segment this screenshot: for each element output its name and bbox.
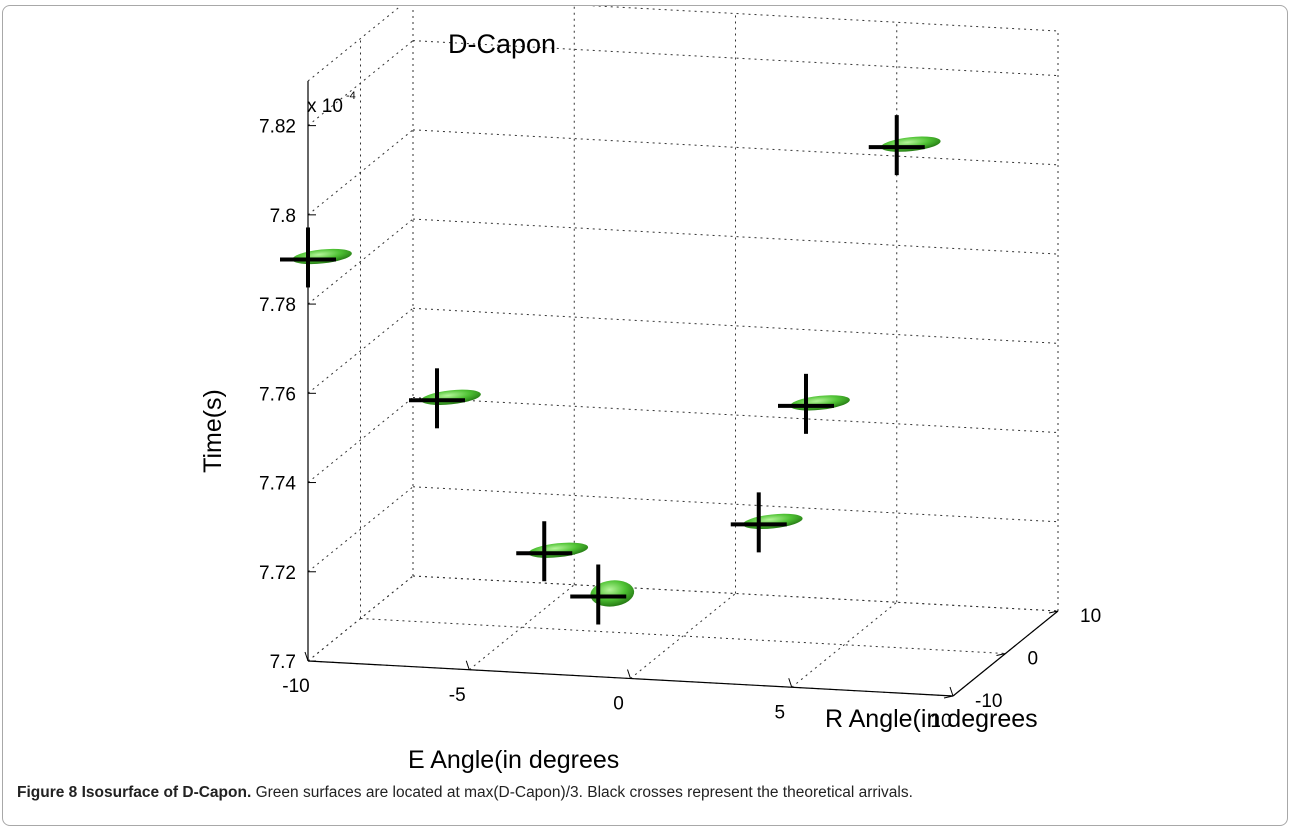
left-wall-grid-z [307, 40, 414, 127]
x-axis-label: E Angle(in degrees [408, 746, 619, 774]
x-tick-label: -5 [449, 685, 466, 706]
chart-title: D-Capon [448, 29, 556, 59]
data-point [730, 492, 803, 553]
x-tick-label: 5 [774, 702, 785, 723]
z-tick-label: 7.78 [259, 295, 296, 316]
data-point [280, 227, 352, 288]
figure-frame: 7.7 7.72 7.74 7.76 7.78 7.8 7.82 -10 -5 0 5 10 -10 0 1… [2, 5, 1288, 826]
theoretical-arrival-cross [409, 368, 465, 429]
figure-caption: Figure 8 Isosurface of D-Capon. Green su… [17, 784, 1277, 802]
x-tick-mark [465, 660, 470, 670]
floor-grid-e [468, 584, 575, 671]
theoretical-arrival-cross [516, 521, 573, 582]
z-tick-label: 7.74 [259, 474, 296, 495]
caption-label: Figure 8 Isosurface of D-Capon. [17, 784, 252, 801]
back-wall-grid-z [412, 307, 1059, 344]
left-wall-grid-z [307, 575, 414, 662]
theoretical-arrival-cross [778, 373, 834, 434]
isosurface-blob [880, 136, 941, 152]
x-tick-label: 0 [613, 694, 624, 715]
left-wall-grid-z [307, 307, 414, 394]
x-tick-label: 10 [930, 711, 951, 732]
x-tick-mark [788, 678, 793, 688]
y-tick-label: 0 [1028, 649, 1039, 670]
isosurface-blob [292, 248, 352, 265]
theoretical-arrival-cross [868, 115, 925, 176]
grid-lines [307, 6, 1059, 697]
left-wall-grid-z [307, 129, 414, 216]
left-wall-grid-z [307, 397, 414, 483]
data-marks [280, 115, 941, 625]
y-tick-label: 10 [1080, 606, 1101, 627]
x-tick-mark [627, 669, 631, 679]
data-point [516, 521, 589, 582]
back-wall-grid-z [588, 6, 1059, 32]
z-tick-label: 7.72 [259, 563, 296, 584]
isosurface-blob [790, 395, 850, 411]
data-point [778, 373, 850, 434]
x-tick-label: -10 [282, 676, 309, 697]
y-tick-mark [1048, 610, 1059, 614]
z-tick-label: 7.8 [270, 206, 296, 227]
z-axis-label: Time(s) [199, 389, 227, 473]
isosurface-blob [742, 513, 803, 530]
z-tick-label: 7.7 [270, 652, 296, 673]
data-point [868, 115, 941, 176]
axes: 7.7 7.72 7.74 7.76 7.78 7.8 7.82 -10 -5 0 5 10 -10 0 1… [259, 81, 1101, 732]
theoretical-arrival-cross [280, 227, 336, 288]
z-tick-label: 7.82 [259, 117, 296, 138]
z-multiplier: x 10 [307, 96, 343, 117]
y-tick-mark [996, 653, 1006, 656]
y-tick-label: -10 [975, 691, 1002, 712]
data-point [409, 368, 481, 429]
left-wall-grid-z [307, 218, 414, 305]
y-tick-mark [943, 695, 954, 699]
back-wall-grid-z [412, 486, 1059, 523]
x-tick-mark [304, 651, 309, 662]
floor-grid-e [630, 593, 736, 679]
isosurface-blob [421, 389, 481, 405]
data-point [570, 564, 635, 625]
back-wall-grid-z [412, 218, 1059, 255]
isosurface-3d-plot: 7.7 7.72 7.74 7.76 7.78 7.8 7.82 -10 -5 0 5 10 -10 0 1… [199, 6, 1101, 774]
theoretical-arrival-cross [730, 492, 787, 553]
x-tick-mark [949, 686, 954, 697]
isosurface-blob [528, 542, 589, 558]
left-wall-grid-z [307, 6, 402, 82]
theoretical-arrival-cross [570, 564, 627, 625]
isosurface-blob [590, 580, 635, 607]
caption-text: Green surfaces are located at max(D-Capo… [251, 784, 913, 801]
back-wall-grid-z [412, 397, 1059, 434]
y-axis-label: R Angle(in degrees [825, 705, 1038, 733]
floor-grid-e [791, 601, 898, 688]
z-multiplier-exponent: -4 [346, 90, 356, 102]
z-tick-label: 7.76 [259, 384, 296, 405]
left-wall-grid-z [307, 486, 414, 573]
